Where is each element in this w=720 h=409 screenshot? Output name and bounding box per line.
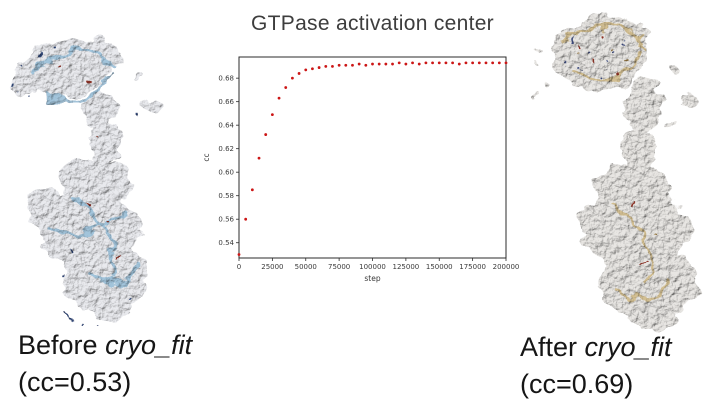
ribbon-traces-tan [561,25,675,301]
caption-after: After cryo_fit (cc=0.69) [520,329,672,403]
cc-step-plot: 0 25000 50000 75000 100000 125000 150000 175000… [202,56,520,283]
caption-after-line1: After cryo_fit [520,329,672,366]
caption-after-prefix: After [520,332,585,362]
svg-text:cc: cc [202,153,211,161]
svg-text:200000: 200000 [493,263,520,271]
svg-text:0.58: 0.58 [218,192,234,200]
svg-text:0.54: 0.54 [218,239,234,247]
ribbon-traces-blue [30,49,139,284]
caption-before-cc-value: (cc=0.53) [18,367,132,397]
svg-text:0.60: 0.60 [218,169,234,177]
density-blob-before [13,37,160,326]
svg-text:0.56: 0.56 [218,216,234,224]
svg-text:75000: 75000 [328,263,350,271]
chart-title: GTPase activation center [251,12,494,35]
caption-after-program-name: cryo_fit [584,332,672,362]
before-density-map-image [13,37,160,326]
caption-after-cc-value: (cc=0.69) [520,369,634,399]
svg-text:175000: 175000 [459,263,486,271]
atom-specks-before [14,44,140,326]
density-blob-after [531,14,698,331]
atom-specks-after [565,32,655,266]
caption-before-prefix: Before [18,330,106,360]
svg-text:50000: 50000 [295,263,317,271]
svg-text:100000: 100000 [359,263,386,271]
svg-text:step: step [364,274,380,283]
svg-text:150000: 150000 [426,263,453,271]
caption-before-program-name: cryo_fit [105,330,193,360]
svg-text:25000: 25000 [261,263,283,271]
svg-text:0.66: 0.66 [218,98,234,106]
svg-text:125000: 125000 [393,263,420,271]
caption-before-line1: Before cryo_fit [18,327,192,364]
after-density-map-image [531,14,698,331]
svg-text:0.68: 0.68 [218,75,234,83]
svg-text:0: 0 [237,263,241,271]
caption-before: Before cryo_fit (cc=0.53) [18,327,192,401]
svg-text:0.64: 0.64 [218,122,234,130]
svg-text:0.62: 0.62 [218,145,234,153]
convergence-chart-panel: GTPase activation center 0 25000 50000 7500… [200,10,520,300]
